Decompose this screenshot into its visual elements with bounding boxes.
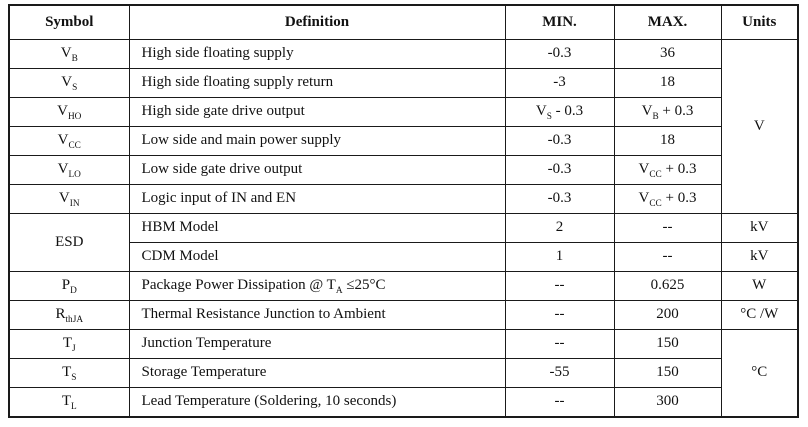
max-cell: -- <box>613 213 722 243</box>
min-cell: -0.3 <box>504 155 615 185</box>
table-row-vho: VHO High side gate drive output VS - 0.3… <box>8 97 798 127</box>
units-cell: kV <box>720 213 799 243</box>
max-cell: 18 <box>613 68 722 98</box>
table-row-tj: TJ Junction Temperature -- 150 °C <box>8 329 799 417</box>
definition-cell: Storage Temperature <box>128 358 506 388</box>
symbol-cell: VS <box>8 68 130 98</box>
max-cell: 150 <box>613 329 722 359</box>
definition-cell: Thermal Resistance Junction to Ambient <box>128 300 506 330</box>
symbol-cell: VIN <box>8 184 130 214</box>
table-row-esd-cdm: CDM Model 1 -- kV <box>9 242 799 272</box>
table-row-vin: VIN Logic input of IN and EN -0.3 VCC + … <box>8 184 798 214</box>
min-cell: -- <box>504 387 615 417</box>
min-cell: -0.3 <box>504 184 615 214</box>
header-units: Units <box>720 4 799 40</box>
table-row-vlo: VLO Low side gate drive output -0.3 VCC … <box>8 155 798 185</box>
definition-cell: CDM Model <box>128 242 506 272</box>
symbol-cell: VHO <box>8 97 130 127</box>
symbol-cell: TS <box>8 358 130 388</box>
header-definition: Definition <box>128 4 506 40</box>
absolute-maximum-ratings-table: Symbol Definition MIN. MAX. Units VB Hig… <box>8 4 799 418</box>
min-cell: -0.3 <box>504 126 615 156</box>
table-row-esd-hbm: ESD HBM Model 2 -- kV <box>8 213 799 272</box>
definition-cell: High side floating supply return <box>128 68 506 98</box>
table-row-vs: VS High side floating supply return -3 1… <box>8 68 798 98</box>
units-cell: kV <box>720 242 799 272</box>
max-cell: VB + 0.3 <box>613 97 722 127</box>
header-symbol: Symbol <box>8 4 130 40</box>
units-cell-temperature: °C <box>720 329 799 417</box>
min-cell: -- <box>504 329 615 359</box>
max-cell: 200 <box>613 300 722 330</box>
min-cell: -- <box>504 271 615 301</box>
max-cell: 36 <box>613 39 722 69</box>
max-cell: -- <box>613 242 722 272</box>
symbol-cell: VLO <box>8 155 130 185</box>
min-cell: -55 <box>504 358 615 388</box>
max-cell: 0.625 <box>613 271 722 301</box>
symbol-cell: TL <box>8 387 130 417</box>
units-cell-voltage: V <box>720 39 799 214</box>
definition-cell: Low side gate drive output <box>128 155 506 185</box>
units-cell: °C /W <box>720 300 799 330</box>
definition-cell: Junction Temperature <box>128 329 506 359</box>
symbol-cell: RthJA <box>8 300 130 330</box>
min-cell: -- <box>504 300 615 330</box>
definition-cell: Lead Temperature (Soldering, 10 seconds) <box>128 387 506 417</box>
max-cell: 300 <box>613 387 722 417</box>
header-min: MIN. <box>504 4 615 40</box>
table-row-vcc: VCC Low side and main power supply -0.3 … <box>8 126 798 156</box>
definition-cell: Package Power Dissipation @ TA ≤25°C <box>128 271 506 301</box>
symbol-cell-esd: ESD <box>8 213 130 272</box>
table-row-vb: VB High side floating supply -0.3 36 V <box>8 39 799 214</box>
table-row-ts: TS Storage Temperature -55 150 <box>8 358 798 388</box>
min-cell: 2 <box>504 213 615 243</box>
header-row: Symbol Definition MIN. MAX. Units <box>8 4 799 40</box>
min-cell: 1 <box>504 242 615 272</box>
max-cell: 150 <box>613 358 722 388</box>
min-cell: -0.3 <box>504 39 615 69</box>
definition-cell: Logic input of IN and EN <box>128 184 506 214</box>
table-row-tl: TL Lead Temperature (Soldering, 10 secon… <box>8 387 798 417</box>
max-cell: VCC + 0.3 <box>613 155 722 185</box>
min-cell: -3 <box>504 68 615 98</box>
min-cell: VS - 0.3 <box>504 97 615 127</box>
symbol-cell: PD <box>8 271 130 301</box>
symbol-cell: VB <box>8 39 130 69</box>
table-row-pd: PD Package Power Dissipation @ TA ≤25°C … <box>8 271 799 301</box>
definition-cell: High side gate drive output <box>128 97 506 127</box>
max-cell: VCC + 0.3 <box>613 184 722 214</box>
definition-cell: Low side and main power supply <box>128 126 506 156</box>
symbol-cell: TJ <box>8 329 130 359</box>
definition-cell: High side floating supply <box>128 39 506 69</box>
symbol-cell: VCC <box>8 126 130 156</box>
table-row-rthja: RthJA Thermal Resistance Junction to Amb… <box>8 300 799 330</box>
units-cell: W <box>720 271 799 301</box>
header-max: MAX. <box>613 4 722 40</box>
definition-cell: HBM Model <box>128 213 506 243</box>
max-cell: 18 <box>613 126 722 156</box>
